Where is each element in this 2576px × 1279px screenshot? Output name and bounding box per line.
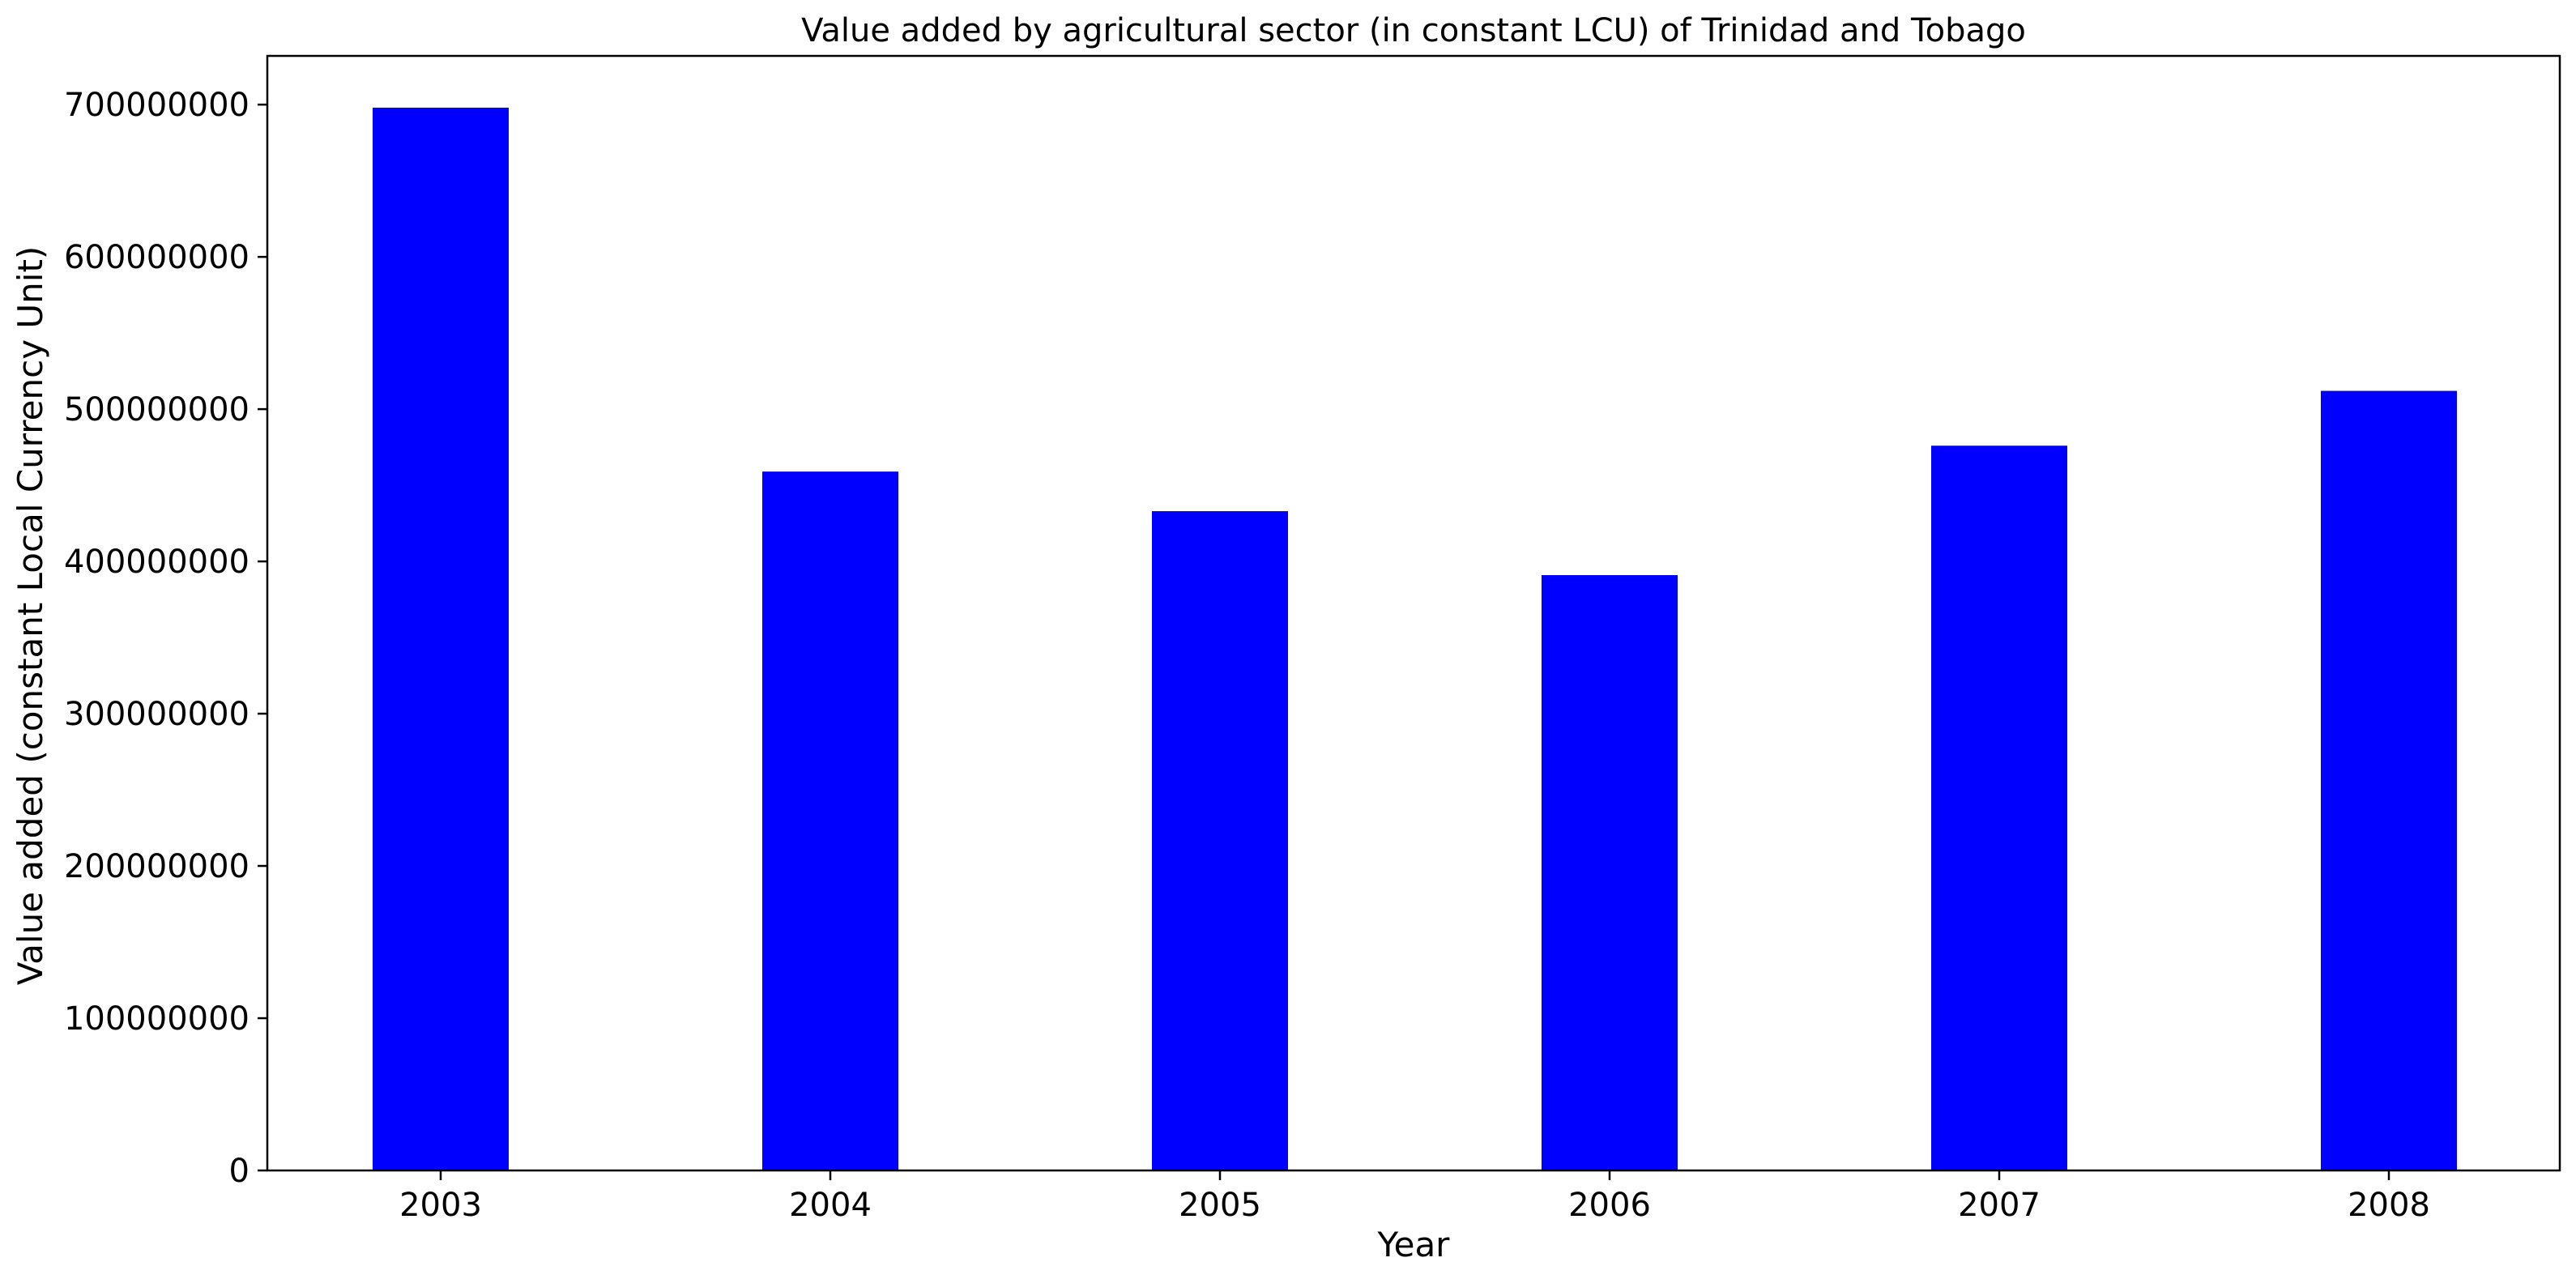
y-tick-label: 200000000: [64, 848, 249, 885]
y-tick-label: 100000000: [64, 1000, 249, 1038]
bar-2007: [1931, 446, 2067, 1170]
y-tick-label: 500000000: [64, 391, 249, 428]
x-tick-label: 2006: [1568, 1187, 1651, 1224]
y-axis-label: Value added (constant Local Currency Uni…: [11, 246, 50, 986]
x-axis-ticks: 2003 2004 2005 2006 2007 2008: [399, 1170, 2430, 1224]
x-tick-label: 2003: [399, 1187, 482, 1224]
y-tick-label: 600000000: [64, 239, 249, 276]
x-tick-label: 2005: [1179, 1187, 1261, 1224]
x-tick-label: 2008: [2348, 1187, 2430, 1224]
y-tick-label: 0: [229, 1153, 249, 1190]
y-tick-label: 400000000: [64, 544, 249, 581]
x-axis-label: Year: [1377, 1225, 1451, 1264]
bar-2008: [2321, 390, 2457, 1171]
bars-group: [373, 107, 2457, 1171]
x-tick-label: 2004: [789, 1187, 872, 1224]
y-axis-ticks: 0 100000000 200000000 300000000 400000000 500…: [64, 87, 267, 1190]
bar-2003: [373, 107, 509, 1170]
plot-frame: [266, 54, 2561, 1172]
bar-2006: [1542, 575, 1678, 1170]
bar-2005: [1152, 511, 1288, 1170]
bar-2004: [762, 471, 898, 1170]
y-tick-label: 700000000: [64, 87, 249, 124]
x-tick-label: 2007: [1958, 1187, 2041, 1224]
y-tick-label: 300000000: [64, 696, 249, 733]
chart-title: Value added by agricultural sector (in c…: [801, 12, 2026, 49]
